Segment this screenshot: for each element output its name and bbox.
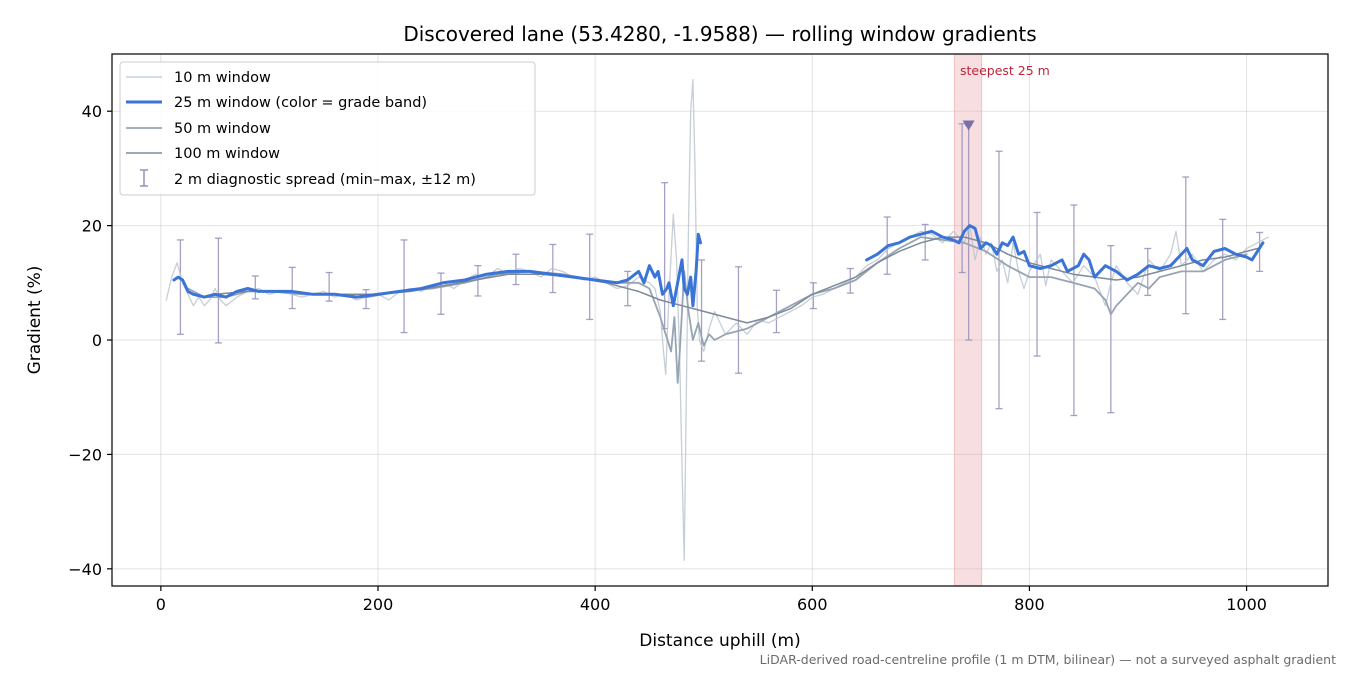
errorbar xyxy=(400,239,408,334)
errorbar xyxy=(325,271,333,302)
y-tick-label: 0 xyxy=(92,331,102,350)
series-line xyxy=(187,236,1248,384)
y-tick-label: 20 xyxy=(82,217,102,236)
steepest-marker xyxy=(962,120,975,131)
legend-label-errorbar: 2 m diagnostic spread (min–max, ±12 m) xyxy=(174,172,476,188)
errorbar xyxy=(251,275,259,300)
errorbar xyxy=(176,239,184,335)
errorbar xyxy=(809,282,817,310)
legend-label-10m: 10 m window xyxy=(174,70,271,86)
errorbar xyxy=(437,272,445,315)
errorbar xyxy=(958,123,966,274)
legend-box xyxy=(119,61,536,196)
errorbar xyxy=(1256,231,1264,273)
footnote: LiDAR-derived road-centreline profile (1… xyxy=(760,652,1336,667)
y-tick-label: −40 xyxy=(68,560,102,579)
legend: 10 m window 25 m window (color = grade b… xyxy=(119,61,536,196)
errorbar xyxy=(288,266,296,310)
legend-label-25m: 25 m window (color = grade band) xyxy=(174,95,427,111)
errorbar xyxy=(512,253,520,286)
x-tick-label: 200 xyxy=(363,595,394,614)
errorbar xyxy=(1219,218,1227,321)
axis-ticks: 0 200 400 600 800 1000 −40 −20 0 20 40 xyxy=(68,102,1267,614)
y-tick-label: 40 xyxy=(82,102,102,121)
errorbar xyxy=(772,289,780,334)
errorbar xyxy=(1182,176,1190,315)
errorbar xyxy=(1107,244,1115,414)
x-tick-label: 800 xyxy=(1014,595,1045,614)
chart-title: Discovered lane (53.4280, -1.9588) — rol… xyxy=(403,22,1036,46)
errorbar xyxy=(1070,204,1078,417)
errorbar xyxy=(474,265,482,297)
legend-label-50m: 50 m window xyxy=(174,121,271,137)
diagnostic-spread-errorbars xyxy=(176,123,1264,417)
legend-swatch-errorbar xyxy=(140,169,148,187)
x-tick-label: 400 xyxy=(580,595,611,614)
legend-label-100m: 100 m window xyxy=(174,146,280,162)
x-tick-label: 600 xyxy=(797,595,828,614)
steepest-marker-layer xyxy=(962,120,975,131)
plot-frame xyxy=(111,53,1329,587)
series-line xyxy=(865,224,1265,282)
series-line xyxy=(172,232,702,308)
x-tick-label: 0 xyxy=(156,595,166,614)
errorbar xyxy=(846,267,854,294)
series-line xyxy=(214,236,1259,324)
series-lines xyxy=(165,79,1269,561)
steepest-annotation: steepest 25 m xyxy=(960,63,1050,78)
errorbar xyxy=(586,233,594,321)
errorbar xyxy=(995,150,1003,410)
errorbar xyxy=(1033,211,1041,357)
y-tick-label: −20 xyxy=(68,445,102,464)
errorbar xyxy=(362,289,370,310)
x-tick-label: 1000 xyxy=(1226,595,1267,614)
x-axis-label: Distance uphill (m) xyxy=(639,631,800,651)
errorbar xyxy=(214,237,222,344)
y-axis-label: Gradient (%) xyxy=(25,266,45,375)
